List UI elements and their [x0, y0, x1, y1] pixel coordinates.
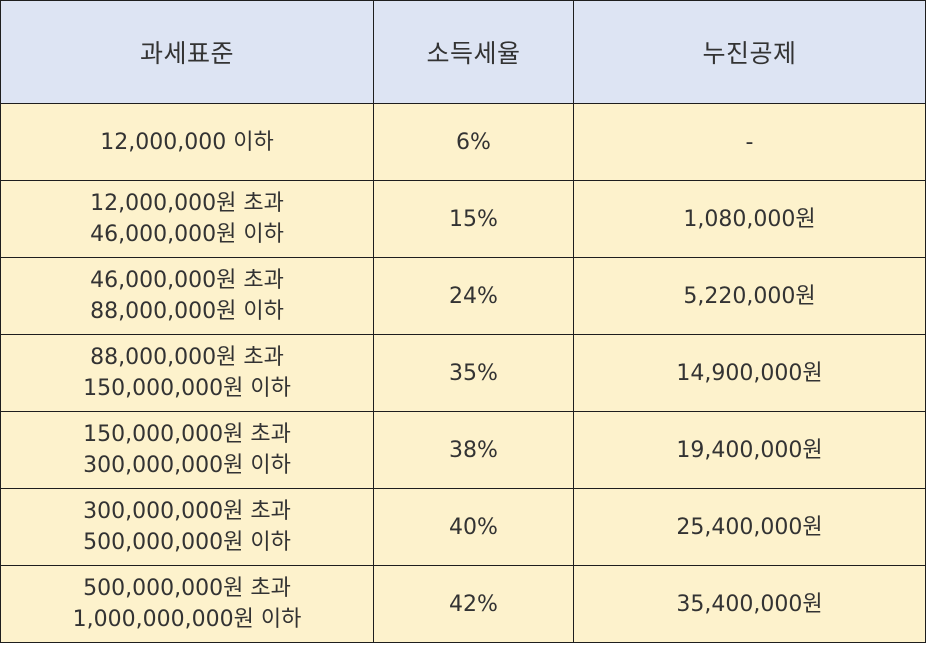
- bracket-lower-line: 46,000,000원 초과: [90, 268, 284, 293]
- tax-base-cell: 500,000,000원 초과 1,000,000,000원 이하: [0, 565, 374, 643]
- header-tax-base: 과세표준: [0, 0, 374, 104]
- table-row: 500,000,000원 초과 1,000,000,000원 이하 42% 35…: [0, 565, 926, 643]
- header-income-tax-rate: 소득세율: [373, 0, 574, 104]
- table-row: 12,000,000 이하 6% -: [0, 103, 926, 181]
- bracket-upper-line: 300,000,000원 이하: [83, 453, 291, 478]
- rate-cell: 40%: [373, 488, 574, 566]
- header-row: 과세표준 소득세율 누진공제: [0, 0, 926, 104]
- table-body: 12,000,000 이하 6% - 12,000,000원 초과 46,000…: [0, 103, 926, 643]
- deduction-cell: -: [573, 103, 926, 181]
- rate-cell: 6%: [373, 103, 574, 181]
- rate-cell: 24%: [373, 257, 574, 335]
- bracket-upper-line: 88,000,000원 이하: [90, 299, 284, 324]
- rate-cell: 35%: [373, 334, 574, 412]
- rate-cell: 38%: [373, 411, 574, 489]
- deduction-cell: 19,400,000원: [573, 411, 926, 489]
- bracket-upper-line: 500,000,000원 이하: [83, 530, 291, 555]
- deduction-cell: 5,220,000원: [573, 257, 926, 335]
- table-row: 46,000,000원 초과 88,000,000원 이하 24% 5,220,…: [0, 257, 926, 335]
- tax-base-cell: 12,000,000 이하: [0, 103, 374, 181]
- rate-cell: 15%: [373, 180, 574, 258]
- bracket-lower-line: 88,000,000원 초과: [90, 345, 284, 370]
- table-row: 150,000,000원 초과 300,000,000원 이하 38% 19,4…: [0, 411, 926, 489]
- bracket-upper-line: 1,000,000,000원 이하: [72, 607, 302, 632]
- table-header: 과세표준 소득세율 누진공제: [0, 0, 926, 104]
- bracket-lower-line: 12,000,000원 초과: [90, 191, 284, 216]
- deduction-cell: 25,400,000원: [573, 488, 926, 566]
- tax-base-cell: 150,000,000원 초과 300,000,000원 이하: [0, 411, 374, 489]
- table-row: 88,000,000원 초과 150,000,000원 이하 35% 14,90…: [0, 334, 926, 412]
- tax-base-cell: 300,000,000원 초과 500,000,000원 이하: [0, 488, 374, 566]
- table-row: 12,000,000원 초과 46,000,000원 이하 15% 1,080,…: [0, 180, 926, 258]
- bracket-upper-line: 150,000,000원 이하: [83, 376, 291, 401]
- tax-base-cell: 46,000,000원 초과 88,000,000원 이하: [0, 257, 374, 335]
- tax-base-cell: 12,000,000원 초과 46,000,000원 이하: [0, 180, 374, 258]
- deduction-cell: 1,080,000원: [573, 180, 926, 258]
- header-progressive-deduction: 누진공제: [573, 0, 926, 104]
- bracket-lower-line: 300,000,000원 초과: [83, 499, 291, 524]
- deduction-cell: 14,900,000원: [573, 334, 926, 412]
- rate-cell: 42%: [373, 565, 574, 643]
- tax-base-cell: 88,000,000원 초과 150,000,000원 이하: [0, 334, 374, 412]
- table-row: 300,000,000원 초과 500,000,000원 이하 40% 25,4…: [0, 488, 926, 566]
- bracket-lower-line: 150,000,000원 초과: [83, 422, 291, 447]
- bracket-upper-line: 46,000,000원 이하: [90, 222, 284, 247]
- bracket-lower-line: 500,000,000원 초과: [83, 576, 291, 601]
- bracket-line: 12,000,000 이하: [100, 129, 274, 155]
- deduction-cell: 35,400,000원: [573, 565, 926, 643]
